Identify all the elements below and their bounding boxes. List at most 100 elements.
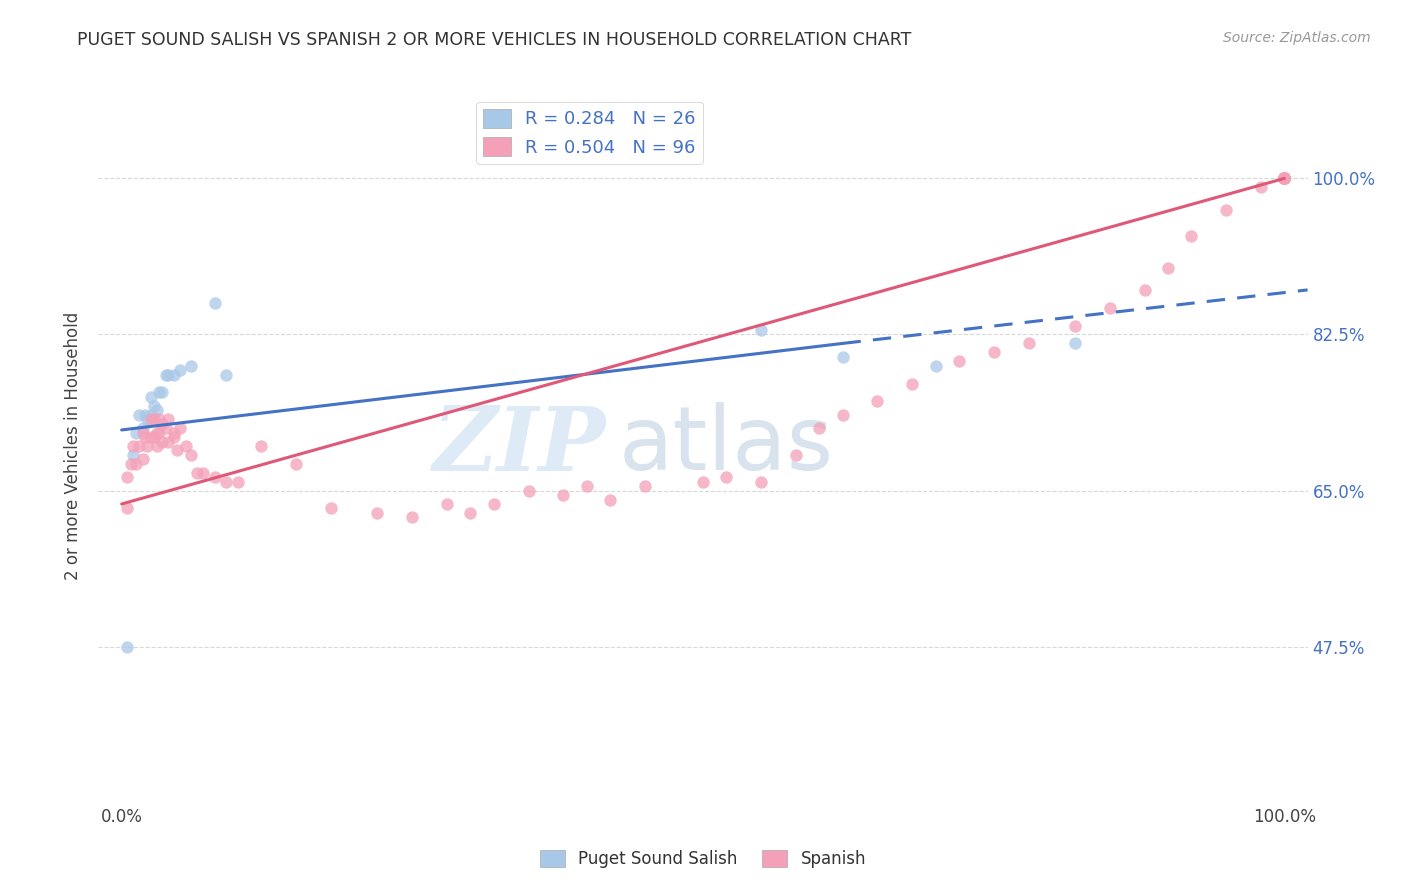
Point [1098, 301, 1121, 315]
Point [150, 434, 173, 449]
Point [139, 408, 162, 422]
Point [157, 368, 180, 382]
Point [1064, 318, 1087, 333]
Point [180, 359, 202, 373]
Point [204, 470, 226, 484]
Point [831, 408, 853, 422]
Point [226, 475, 249, 489]
Point [215, 368, 238, 382]
Point [148, 412, 170, 426]
Point [143, 430, 166, 444]
Point [553, 488, 575, 502]
Y-axis label: 2 or more Vehicles in Household: 2 or more Vehicles in Household [65, 312, 83, 580]
Point [785, 448, 807, 462]
Legend: Puget Sound Salish, Spanish: Puget Sound Salish, Spanish [533, 843, 873, 875]
Point [401, 510, 423, 524]
Point [174, 439, 197, 453]
Point [948, 354, 970, 368]
Point [124, 457, 146, 471]
Point [134, 408, 156, 422]
Point [204, 296, 226, 310]
Point [599, 492, 621, 507]
Point [517, 483, 540, 498]
Point [1180, 229, 1202, 244]
Point [169, 363, 191, 377]
Point [1272, 171, 1295, 186]
Point [145, 403, 167, 417]
Point [131, 452, 153, 467]
Point [634, 479, 657, 493]
Point [1250, 180, 1272, 194]
Point [157, 434, 180, 449]
Point [1272, 171, 1295, 186]
Point [122, 448, 145, 462]
Point [575, 479, 598, 493]
Text: ZIP: ZIP [433, 403, 606, 489]
Point [983, 345, 1005, 359]
Point [716, 470, 738, 484]
Point [366, 506, 388, 520]
Point [134, 430, 156, 444]
Point [191, 466, 214, 480]
Legend: R = 0.284   N = 26, R = 0.504   N = 96: R = 0.284 N = 26, R = 0.504 N = 96 [477, 102, 703, 164]
Point [924, 359, 946, 373]
Point [131, 421, 153, 435]
Point [136, 439, 159, 453]
Point [117, 501, 139, 516]
Point [1272, 171, 1295, 186]
Point [186, 466, 208, 480]
Point [866, 394, 889, 409]
Point [136, 412, 159, 426]
Text: PUGET SOUND SALISH VS SPANISH 2 OR MORE VEHICLES IN HOUSEHOLD CORRELATION CHART: PUGET SOUND SALISH VS SPANISH 2 OR MORE … [77, 31, 911, 49]
Point [808, 421, 831, 435]
Point [692, 475, 714, 489]
Point [901, 376, 924, 391]
Point [180, 448, 202, 462]
Point [117, 470, 139, 484]
Point [1133, 283, 1156, 297]
Point [1272, 171, 1295, 186]
Point [460, 506, 482, 520]
Point [148, 385, 170, 400]
Point [155, 421, 177, 435]
Point [139, 430, 162, 444]
Point [1272, 171, 1295, 186]
Point [1018, 336, 1040, 351]
Point [1064, 336, 1087, 351]
Point [145, 439, 167, 453]
Point [157, 412, 180, 426]
Point [139, 390, 162, 404]
Text: Source: ZipAtlas.com: Source: ZipAtlas.com [1223, 31, 1371, 45]
Point [285, 457, 308, 471]
Point [215, 475, 238, 489]
Point [1272, 171, 1295, 186]
Point [124, 425, 146, 440]
Point [1215, 202, 1237, 217]
Point [1272, 171, 1295, 186]
Point [145, 425, 167, 440]
Point [482, 497, 505, 511]
Point [122, 439, 145, 453]
Point [163, 430, 186, 444]
Point [831, 350, 853, 364]
Point [163, 368, 186, 382]
Point [166, 443, 188, 458]
Point [1272, 171, 1295, 186]
Point [120, 457, 142, 471]
Point [150, 417, 173, 431]
Point [155, 368, 177, 382]
Point [1157, 260, 1180, 275]
Point [131, 425, 153, 440]
Point [1272, 171, 1295, 186]
Point [1272, 171, 1295, 186]
Point [749, 475, 772, 489]
Point [128, 439, 150, 453]
Point [163, 425, 186, 440]
Text: atlas: atlas [619, 402, 834, 490]
Point [128, 408, 150, 422]
Point [143, 412, 166, 426]
Point [117, 640, 139, 654]
Point [139, 412, 162, 426]
Point [250, 439, 273, 453]
Point [1272, 171, 1295, 186]
